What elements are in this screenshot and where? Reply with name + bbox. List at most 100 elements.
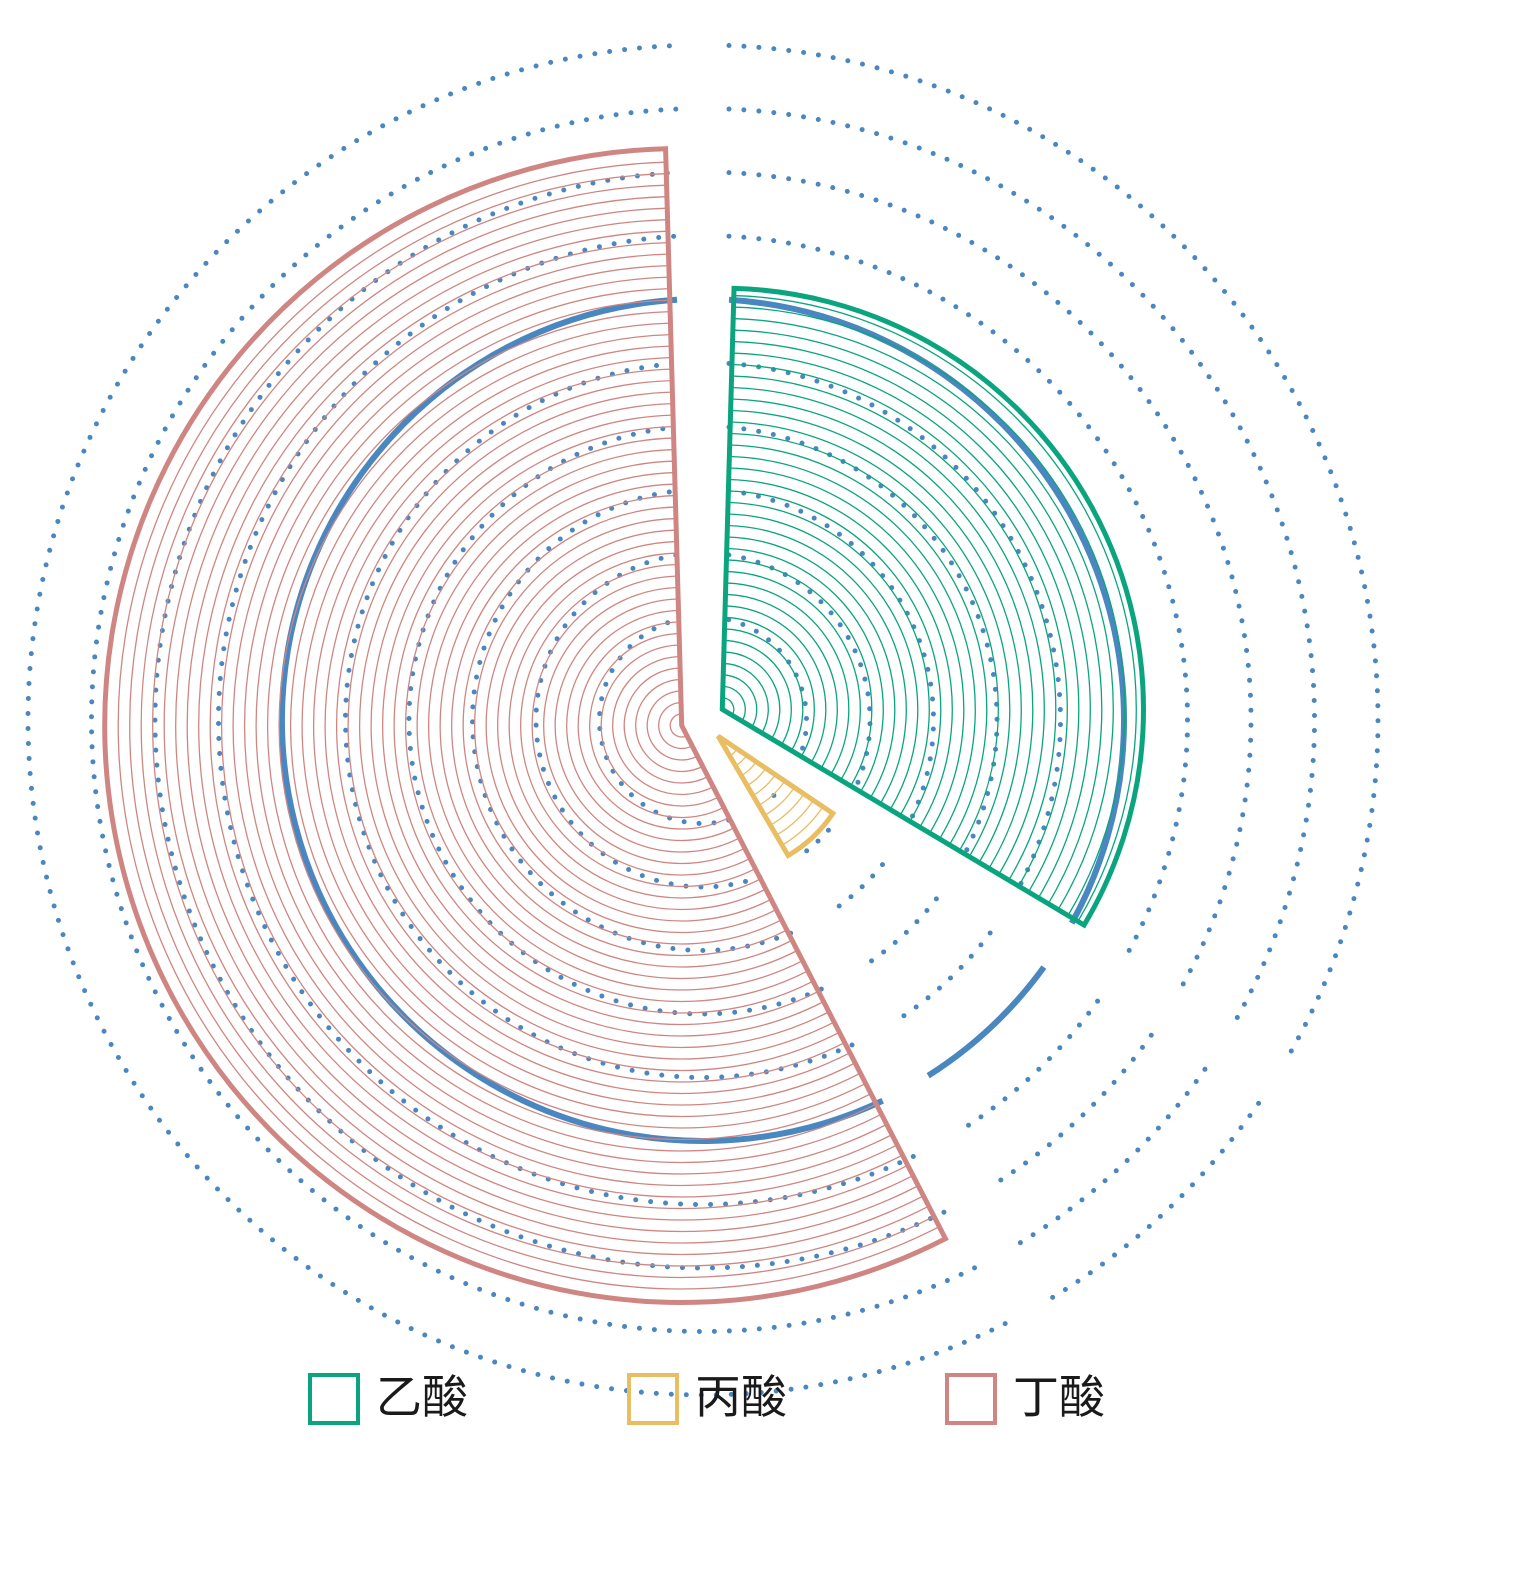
sector-hatch-line [728,501,930,816]
sector-hatch-line [732,340,1091,899]
sector-hatch-line [723,651,781,740]
sector-hatch-line [347,391,835,1060]
sector-hatch-line [728,490,942,822]
sector-hatch-line [393,437,814,1014]
sector-hatch-line [405,448,809,1003]
sector-hatch-line [635,678,704,773]
sector-hatch-line [731,375,1057,881]
sector-hatch-line [730,409,1022,863]
sector-hatch-line [370,414,824,1037]
sector-hatch-line [729,444,988,846]
sector-hatch-line [729,432,999,852]
reference-ring-dotted [864,896,939,967]
sector-outline [715,733,837,859]
reference-ring-dotted [726,552,873,790]
sector-hatch-line [359,402,830,1049]
reference-ring-dotted [216,233,916,1207]
legend-item-propionic[interactable]: 丙酸 [627,1370,787,1425]
sector-propionic[interactable] [715,733,837,859]
legend-swatch-acetic [308,1373,360,1425]
sector-hatch-line [730,398,1034,869]
legend-swatch-butyric [945,1373,997,1425]
reference-ring-dotted [956,998,1101,1134]
sector-hatch-line [462,506,782,945]
reference-ring-dotted [726,43,1381,1062]
sector-hatch-line [324,368,845,1083]
sector-hatch-line [733,317,1114,910]
sector-hatch-line [725,593,838,769]
sector-hatch-line [267,310,872,1141]
sector-butyric[interactable] [102,146,949,1305]
reference-ring-solid [728,296,1127,925]
sector-hatch-line [730,421,1011,857]
reference-ring-dotted [895,930,993,1023]
sector-hatch-line [733,294,1137,922]
sector-hatch-line [658,701,693,750]
sector-hatch-line [781,806,824,846]
legend-swatch-propionic [627,1373,679,1425]
reference-ring-dotted [726,106,1317,1028]
legend-item-butyric[interactable]: 丁酸 [945,1370,1105,1425]
sector-hatch-line [728,478,953,828]
reference-ring-solid [926,965,1047,1079]
reference-ring-dotted [726,233,1190,960]
reference-ring-dotted [1017,1066,1208,1246]
sector-hatch-line [726,547,884,793]
sector-hatch-line [646,690,698,761]
legend-item-acetic[interactable]: 乙酸 [308,1370,468,1425]
sector-hatch-line [554,598,740,853]
sector-hatch-line [731,363,1068,887]
sector-hatch-line [451,494,788,957]
sector-hatch-line [577,621,730,830]
sector-hatch-line [623,667,709,784]
sector-hatch-line [485,529,772,922]
sector-hatch-line [497,540,767,911]
sector-hatch-line [724,616,815,757]
sector-hatch-line [727,536,896,799]
sector-hatch-line [725,605,827,763]
sector-hatch-line [313,356,851,1095]
sector-hatch-line [566,609,735,842]
sector-hatch-line [724,628,804,751]
legend-label-acetic: 乙酸 [376,1370,468,1424]
legend-label-propionic: 丙酸 [695,1370,787,1424]
sector-hatch-line [740,761,757,777]
sector-hatch-line [416,460,803,991]
sector-hatch-line [726,570,861,781]
sector-hatch-line [140,184,930,1267]
reference-ring-dotted [25,43,1008,1398]
sector-hatch-line [175,219,914,1233]
sector-hatch-line [382,425,819,1026]
sector-hatch-line [746,767,767,787]
sector-hatch-line [729,455,976,840]
sector-hatch-line [186,230,909,1221]
sector-hatch-line [727,513,919,810]
sector-acetic[interactable] [719,285,1146,929]
reference-rings [25,43,1381,1398]
sector-hatch-line [727,524,907,804]
sector-hatch-line [129,173,935,1279]
sector-hatch-line [336,379,840,1072]
reference-ring-dotted [726,617,809,755]
reference-ring-dotted [726,488,936,824]
sector-hatch-line [725,582,850,775]
sector-hatch-line [152,196,924,1256]
sector-hatch-line [770,793,805,826]
sector-hatch-line [724,639,792,746]
reference-ring-dotted [802,827,831,855]
sector-hatch-line [221,265,893,1187]
sector-hatch-line [531,575,751,876]
sector-hatch-line [723,662,769,734]
sector-hatch-line [474,517,777,934]
sector-hatch-line [729,467,965,834]
sector-hatch-line [278,322,866,1129]
legend-label-butyric: 丁酸 [1013,1370,1105,1424]
reference-ring-dotted [1048,1100,1262,1302]
sector-hatch-line [752,774,776,797]
reference-ring-dotted [406,424,824,1017]
sector-hatch-line [669,713,688,738]
sector-hatch-line [508,552,761,899]
sector-hatch-line [543,586,746,865]
sector-hatch-line [758,780,786,807]
